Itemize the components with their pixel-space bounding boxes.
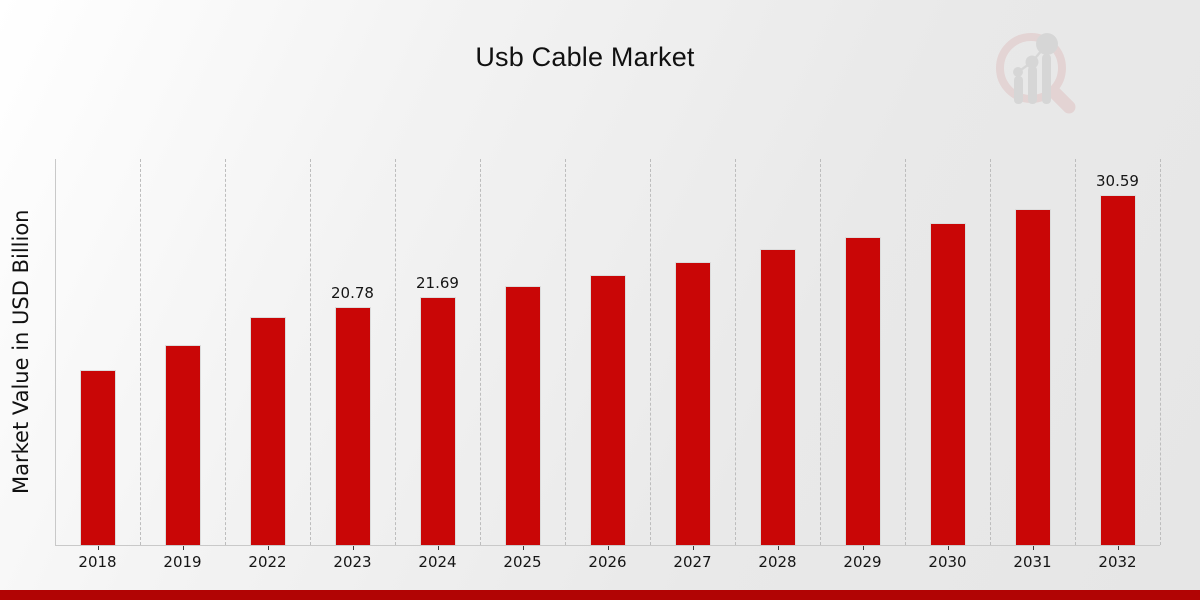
gridline-vertical <box>990 159 991 545</box>
bar <box>165 345 201 545</box>
bar <box>760 249 796 545</box>
x-axis-tick <box>522 546 524 550</box>
x-axis-tick <box>97 546 99 550</box>
x-axis-tick <box>437 546 439 550</box>
gridline-vertical <box>905 159 906 545</box>
bar <box>335 307 371 545</box>
bar <box>930 223 966 545</box>
x-axis-label: 2031 <box>1013 553 1052 571</box>
gridline-vertical <box>735 159 736 545</box>
gridline-vertical <box>395 159 396 545</box>
gridline-vertical <box>480 159 481 545</box>
x-axis-tick <box>182 546 184 550</box>
bar <box>1100 195 1136 545</box>
x-axis-tick <box>947 546 949 550</box>
bar-value-label: 30.59 <box>1096 172 1139 190</box>
x-axis-tick <box>777 546 779 550</box>
bar <box>505 286 541 545</box>
x-axis-tick <box>1032 546 1034 550</box>
chart-title: Usb Cable Market <box>475 42 695 72</box>
x-axis-label: 2032 <box>1098 553 1137 571</box>
x-axis-label: 2030 <box>928 553 967 571</box>
bar <box>845 237 881 545</box>
x-axis-label: 2024 <box>418 553 457 571</box>
bar-value-label: 20.78 <box>331 284 374 302</box>
x-axis-label: 2023 <box>333 553 372 571</box>
gridline-vertical <box>1075 159 1076 545</box>
gridline-vertical <box>820 159 821 545</box>
x-axis-tick <box>607 546 609 550</box>
gridline-vertical <box>650 159 651 545</box>
x-axis-label: 2019 <box>163 553 202 571</box>
x-axis-label: 2025 <box>503 553 542 571</box>
x-axis-label: 2028 <box>758 553 797 571</box>
bar <box>590 275 626 545</box>
bar <box>80 370 116 545</box>
x-axis-line <box>55 545 1160 546</box>
bar <box>675 262 711 545</box>
y-axis-line <box>55 159 56 545</box>
x-axis-label: 2018 <box>78 553 117 571</box>
x-axis-tick <box>352 546 354 550</box>
gridline-vertical <box>565 159 566 545</box>
x-axis-tick <box>862 546 864 550</box>
bar <box>420 297 456 545</box>
x-axis-label: 2027 <box>673 553 712 571</box>
gridline-vertical <box>140 159 141 545</box>
gridline-vertical <box>310 159 311 545</box>
gridline-vertical <box>225 159 226 545</box>
footer-accent-strip <box>0 590 1200 600</box>
x-axis-tick <box>692 546 694 550</box>
bar-value-label: 21.69 <box>416 274 459 292</box>
x-axis-label: 2029 <box>843 553 882 571</box>
bar <box>250 317 286 545</box>
gridline-vertical <box>1160 159 1161 545</box>
x-axis-label: 2026 <box>588 553 627 571</box>
magnifier-bar-chart-logo-icon <box>996 33 1076 114</box>
x-axis-tick <box>1117 546 1119 550</box>
x-axis-label: 2022 <box>248 553 287 571</box>
x-axis-tick <box>267 546 269 550</box>
bar <box>1015 209 1051 545</box>
